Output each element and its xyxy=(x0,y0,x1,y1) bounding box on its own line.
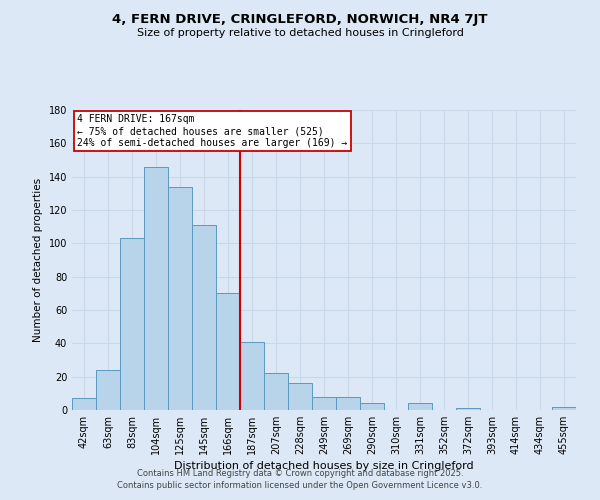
Bar xyxy=(96,370,120,410)
Bar xyxy=(552,406,576,410)
X-axis label: Distribution of detached houses by size in Cringleford: Distribution of detached houses by size … xyxy=(174,461,474,471)
Bar xyxy=(192,225,216,410)
Text: Contains public sector information licensed under the Open Government Licence v3: Contains public sector information licen… xyxy=(118,481,482,490)
Text: 4, FERN DRIVE, CRINGLEFORD, NORWICH, NR4 7JT: 4, FERN DRIVE, CRINGLEFORD, NORWICH, NR4… xyxy=(112,12,488,26)
Bar xyxy=(216,294,240,410)
Text: Size of property relative to detached houses in Cringleford: Size of property relative to detached ho… xyxy=(137,28,463,38)
Bar xyxy=(336,396,360,410)
Bar xyxy=(240,342,264,410)
Text: 4 FERN DRIVE: 167sqm
← 75% of detached houses are smaller (525)
24% of semi-deta: 4 FERN DRIVE: 167sqm ← 75% of detached h… xyxy=(77,114,347,148)
Bar xyxy=(360,404,384,410)
Bar xyxy=(456,408,480,410)
Text: Contains HM Land Registry data © Crown copyright and database right 2025.: Contains HM Land Registry data © Crown c… xyxy=(137,468,463,477)
Bar xyxy=(144,166,168,410)
Bar xyxy=(72,398,96,410)
Bar xyxy=(312,396,336,410)
Y-axis label: Number of detached properties: Number of detached properties xyxy=(33,178,43,342)
Bar xyxy=(120,238,144,410)
Bar xyxy=(408,404,432,410)
Bar xyxy=(168,186,192,410)
Bar xyxy=(288,384,312,410)
Bar xyxy=(264,374,288,410)
